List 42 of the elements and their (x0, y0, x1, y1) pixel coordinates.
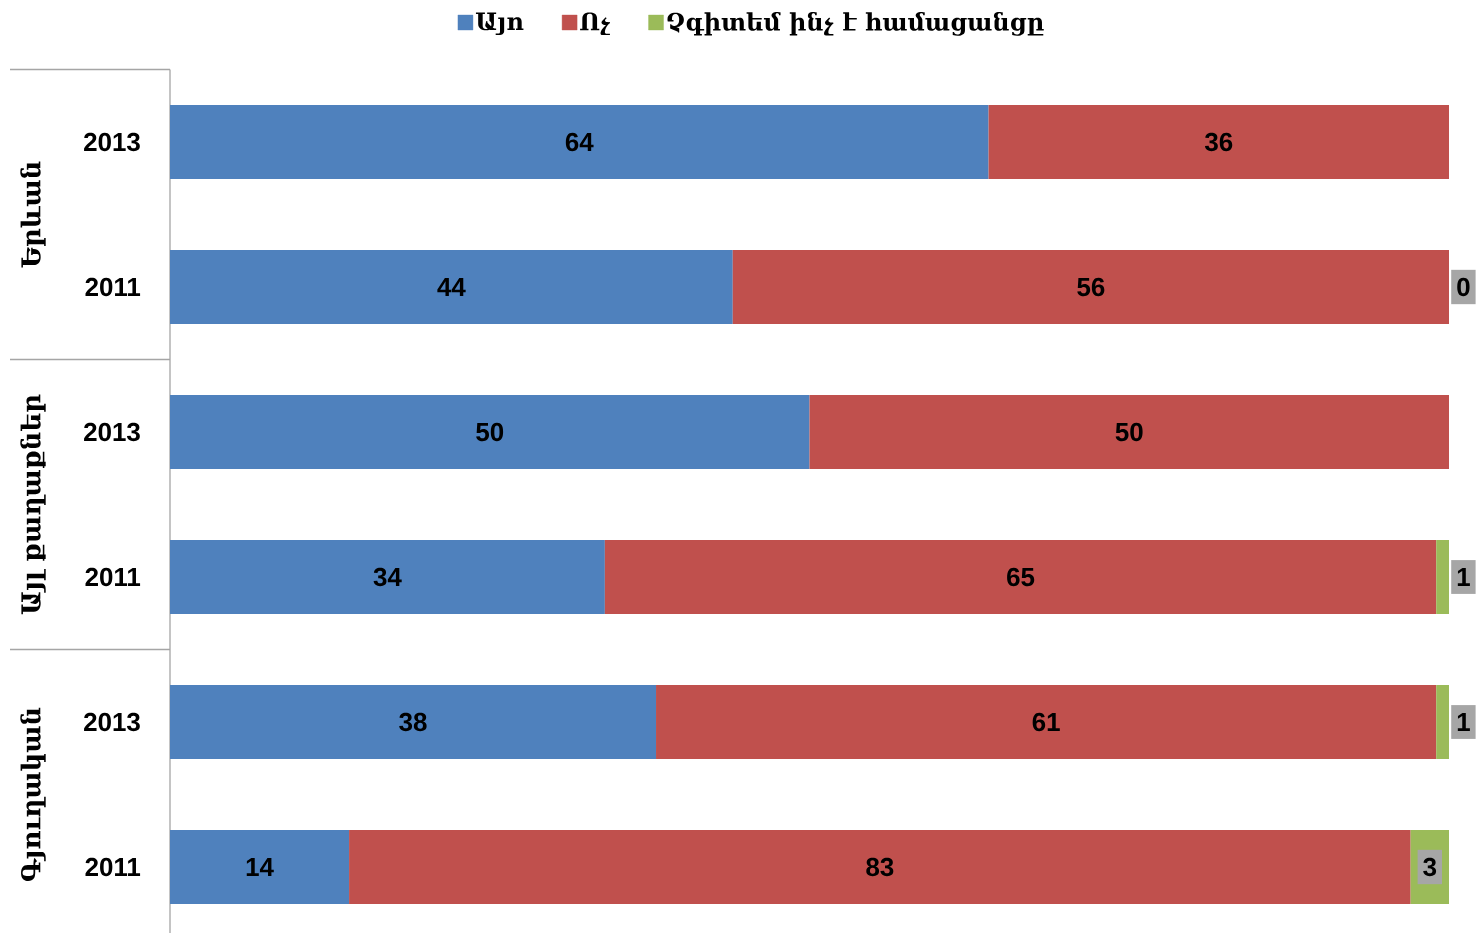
y-tick-label: 2013 (84, 132, 140, 152)
data-label: 44 (437, 278, 466, 296)
bar (170, 105, 989, 179)
text: Այլ քաղաքներ (20, 394, 46, 615)
data-label: 3 (1423, 857, 1437, 877)
legend-label: Չգիտեմ ինչ է համացանցը (667, 12, 1044, 36)
data-label: 1 (1457, 713, 1470, 731)
bar (170, 830, 350, 905)
data-label: 50 (476, 422, 504, 442)
data-label: 64 (565, 132, 594, 152)
data-label: 0 (1457, 277, 1470, 297)
y-tick-label: 2011 (85, 567, 141, 587)
legend-label: Այո (475, 12, 524, 35)
bar (170, 685, 657, 760)
data-label: 56 (1077, 277, 1105, 297)
legend-label: Ոչ (580, 12, 611, 36)
text: Երևան (20, 161, 46, 268)
y-tick-label: 2013 (84, 422, 140, 442)
data-label: 61 (1032, 712, 1060, 732)
bar (170, 395, 810, 470)
data-label: 1 (1457, 568, 1470, 586)
y-tick-label: 2011 (85, 857, 141, 877)
bar (656, 685, 1437, 760)
bar (1436, 540, 1449, 615)
data-label: 34 (373, 567, 402, 587)
data-label: 14 (246, 858, 274, 876)
bar (809, 395, 1449, 470)
data-label: 83 (866, 857, 894, 877)
y-tick-label: 2011 (85, 277, 141, 297)
bar (170, 250, 733, 325)
data-label: 38 (399, 712, 427, 732)
bar (170, 540, 605, 615)
bar (732, 250, 1449, 325)
text: Գյուղական (20, 707, 46, 882)
data-label: 36 (1204, 132, 1233, 152)
bar (1436, 685, 1449, 760)
bar (988, 105, 1449, 179)
y-tick-label: 2013 (84, 712, 140, 732)
bar (349, 830, 1411, 905)
bar (604, 540, 1437, 615)
data-label: 65 (1007, 567, 1035, 587)
data-label: 50 (1115, 422, 1143, 442)
